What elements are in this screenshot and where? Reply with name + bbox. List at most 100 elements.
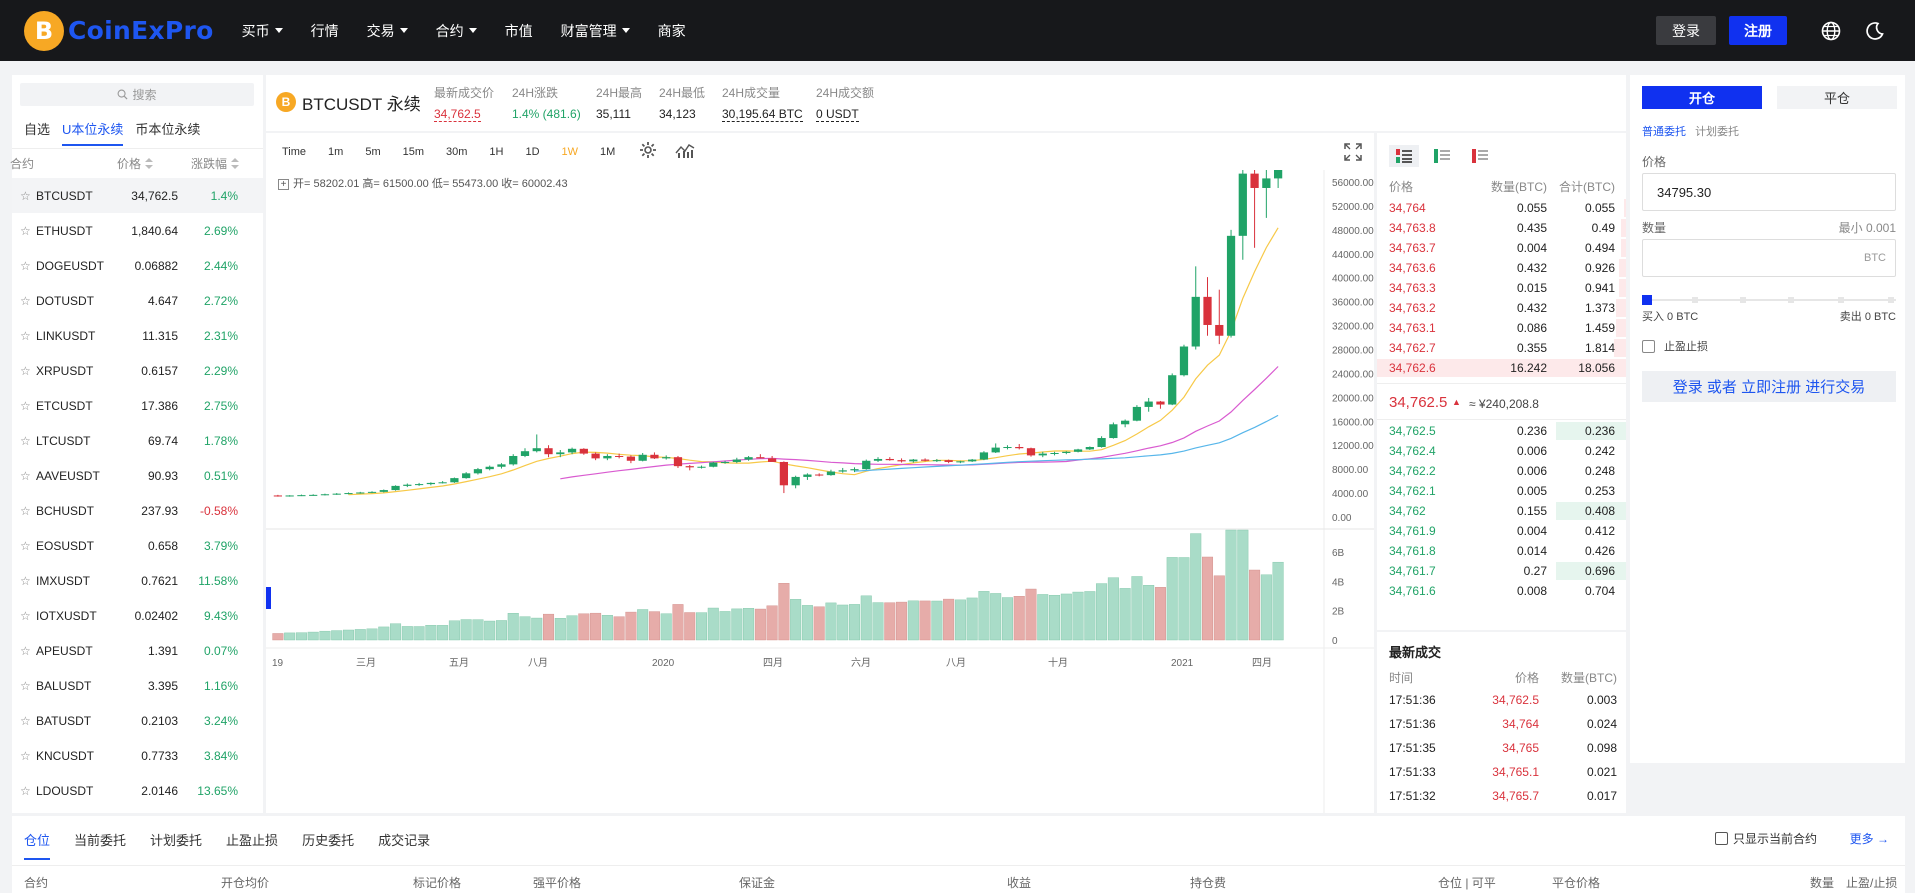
star-icon[interactable]: ☆ (20, 609, 31, 623)
positions-tab[interactable]: 历史委托 (302, 833, 355, 848)
ask-row[interactable]: 34,763.8 0.435 0.49 (1377, 218, 1626, 238)
nav-item[interactable]: 市值 (491, 21, 547, 41)
star-icon[interactable]: ☆ (20, 714, 31, 728)
ask-row[interactable]: 34,763.3 0.015 0.941 (1377, 278, 1626, 298)
star-icon[interactable]: ☆ (20, 434, 31, 448)
bid-row[interactable]: 34,762.2 0.006 0.248 (1377, 461, 1626, 481)
star-icon[interactable]: ☆ (20, 399, 31, 413)
fullscreen-icon[interactable] (1344, 143, 1362, 164)
bid-row[interactable]: 34,761.8 0.014 0.426 (1377, 541, 1626, 561)
candlestick-chart[interactable]: 56000.00 52000.00 48000.00 44000.00 40000.00… (266, 170, 1374, 813)
tab-limit-order[interactable]: 普通委托 (1642, 126, 1686, 138)
market-row[interactable]: ☆ BCHUSDT 237.93 -0.58% (12, 493, 263, 528)
tab-plan-order[interactable]: 计划委托 (1695, 126, 1740, 138)
timeframe-15m[interactable]: 15m (402, 145, 425, 158)
slider-handle[interactable] (1642, 295, 1652, 305)
ask-row[interactable]: 34,763.1 0.086 1.459 (1377, 318, 1626, 338)
login-button[interactable]: 登录 (1656, 16, 1716, 45)
bid-row[interactable]: 34,761.9 0.004 0.412 (1377, 521, 1626, 541)
market-row[interactable]: ☆ BTCUSDT 34,762.5 1.4% (12, 178, 263, 213)
timeframe-5m[interactable]: 5m (365, 145, 381, 158)
col-price-header[interactable]: 价格 (117, 155, 154, 172)
market-row[interactable]: ☆ DOGEUSDT 0.06882 2.44% (12, 248, 263, 283)
timeframe-1w[interactable]: 1W (561, 145, 579, 158)
nav-item[interactable]: 商家 (644, 21, 700, 41)
logo[interactable]: B CoinExPro (24, 10, 214, 51)
market-row[interactable]: ☆ IMXUSDT 0.7621 11.58% (12, 563, 263, 598)
market-row[interactable]: ☆ ETCUSDT 17.386 2.75% (12, 388, 263, 423)
cta-login-link[interactable]: 登录 (1672, 379, 1703, 396)
star-icon[interactable]: ☆ (20, 189, 31, 203)
checkbox-icon[interactable] (1642, 339, 1655, 353)
timeframe-1m[interactable]: 1M (600, 145, 616, 158)
settings-icon[interactable] (639, 141, 657, 162)
ask-row[interactable]: 34,763.2 0.432 1.373 (1377, 298, 1626, 318)
bid-row[interactable]: 34,761.7 0.27 0.696 (1377, 561, 1626, 581)
star-icon[interactable]: ☆ (20, 364, 31, 378)
col-change-header[interactable]: 涨跌幅 (191, 155, 240, 172)
globe-icon[interactable] (1820, 20, 1842, 42)
star-icon[interactable]: ☆ (20, 224, 31, 238)
bid-row[interactable]: 34,762.4 0.006 0.242 (1377, 441, 1626, 461)
positions-tab[interactable]: 计划委托 (150, 833, 203, 848)
market-row[interactable]: ☆ EOSUSDT 0.658 3.79% (12, 528, 263, 563)
market-row[interactable]: ☆ XRPUSDT 0.6157 2.29% (12, 353, 263, 388)
timeframe-1m[interactable]: 1m (328, 145, 344, 158)
tab-open[interactable]: 开仓 (1642, 86, 1762, 109)
market-tab[interactable]: 自选 (24, 122, 51, 137)
bid-row[interactable]: 34,761.6 0.008 0.704 (1377, 581, 1626, 601)
bid-row[interactable]: 34,762 0.155 0.408 (1377, 501, 1626, 521)
timeframe-1d[interactable]: 1D (525, 145, 540, 158)
qty-input[interactable]: BTC (1642, 239, 1896, 277)
more-link[interactable]: 更多 → (1849, 832, 1889, 846)
plus-icon[interactable]: + (278, 179, 289, 190)
indicator-icon[interactable] (675, 142, 695, 161)
market-row[interactable]: ☆ KNCUSDT 0.7733 3.84% (12, 738, 263, 773)
star-icon[interactable]: ☆ (20, 329, 31, 343)
star-icon[interactable]: ☆ (20, 574, 31, 588)
timeframe-time[interactable]: Time (282, 145, 307, 158)
star-icon[interactable]: ☆ (20, 469, 31, 483)
market-row[interactable]: ☆ IOTXUSDT 0.02402 9.43% (12, 598, 263, 633)
star-icon[interactable]: ☆ (20, 539, 31, 553)
star-icon[interactable]: ☆ (20, 644, 31, 658)
star-icon[interactable]: ☆ (20, 784, 31, 798)
market-row[interactable]: ☆ BALUSDT 3.395 1.16% (12, 668, 263, 703)
star-icon[interactable]: ☆ (20, 504, 31, 518)
checkbox-icon[interactable] (1714, 832, 1728, 845)
book-both-icon[interactable] (1389, 145, 1419, 167)
qty-slider[interactable] (1642, 294, 1896, 306)
tab-close[interactable]: 平仓 (1777, 86, 1897, 109)
ask-row[interactable]: 34,762.7 0.355 1.814 (1377, 338, 1626, 358)
market-row[interactable]: ☆ ETHUSDT 1,840.64 2.69% (12, 213, 263, 248)
market-row[interactable]: ☆ LDOUSDT 2.0146 13.65% (12, 773, 263, 808)
market-tab[interactable]: 币本位永续 (135, 122, 201, 137)
nav-item[interactable]: 交易 (353, 21, 422, 41)
market-row[interactable]: ☆ AAVEUSDT 90.93 0.51% (12, 458, 263, 493)
nav-item[interactable]: 行情 (297, 21, 353, 41)
cta-register-link[interactable]: 立即注册 (1741, 379, 1802, 396)
positions-tab[interactable]: 成交记录 (378, 833, 431, 848)
moon-icon[interactable] (1864, 20, 1886, 42)
ask-row[interactable]: 34,762.6 16.242 18.056 (1377, 358, 1626, 378)
ask-row[interactable]: 34,764 0.055 0.055 (1377, 198, 1626, 218)
book-bids-icon[interactable] (1427, 145, 1457, 167)
nav-item[interactable]: 财富管理 (547, 21, 644, 41)
book-asks-icon[interactable] (1465, 145, 1495, 167)
tpsl-checkbox[interactable]: 止盈止损 (1642, 338, 1708, 354)
market-tab[interactable]: U本位永续 (62, 119, 124, 146)
bid-row[interactable]: 34,762.1 0.005 0.253 (1377, 481, 1626, 501)
ask-row[interactable]: 34,763.7 0.004 0.494 (1377, 238, 1626, 258)
timeframe-30m[interactable]: 30m (446, 145, 468, 158)
ask-row[interactable]: 34,763.6 0.432 0.926 (1377, 258, 1626, 278)
only-current-checkbox[interactable]: 只显示当前合约 (1714, 830, 1817, 847)
market-row[interactable]: ☆ LINKUSDT 11.315 2.31% (12, 318, 263, 353)
star-icon[interactable]: ☆ (20, 259, 31, 273)
positions-tab[interactable]: 仓位 (24, 830, 51, 860)
search-input[interactable]: 搜索 (20, 83, 254, 106)
market-row[interactable]: ☆ LTCUSDT 69.74 1.78% (12, 423, 263, 458)
positions-tab[interactable]: 当前委托 (74, 833, 127, 848)
nav-item[interactable]: 合约 (422, 21, 491, 41)
market-row[interactable]: ☆ BATUSDT 0.2103 3.24% (12, 703, 263, 738)
price-input[interactable]: 34795.30 (1642, 173, 1896, 211)
